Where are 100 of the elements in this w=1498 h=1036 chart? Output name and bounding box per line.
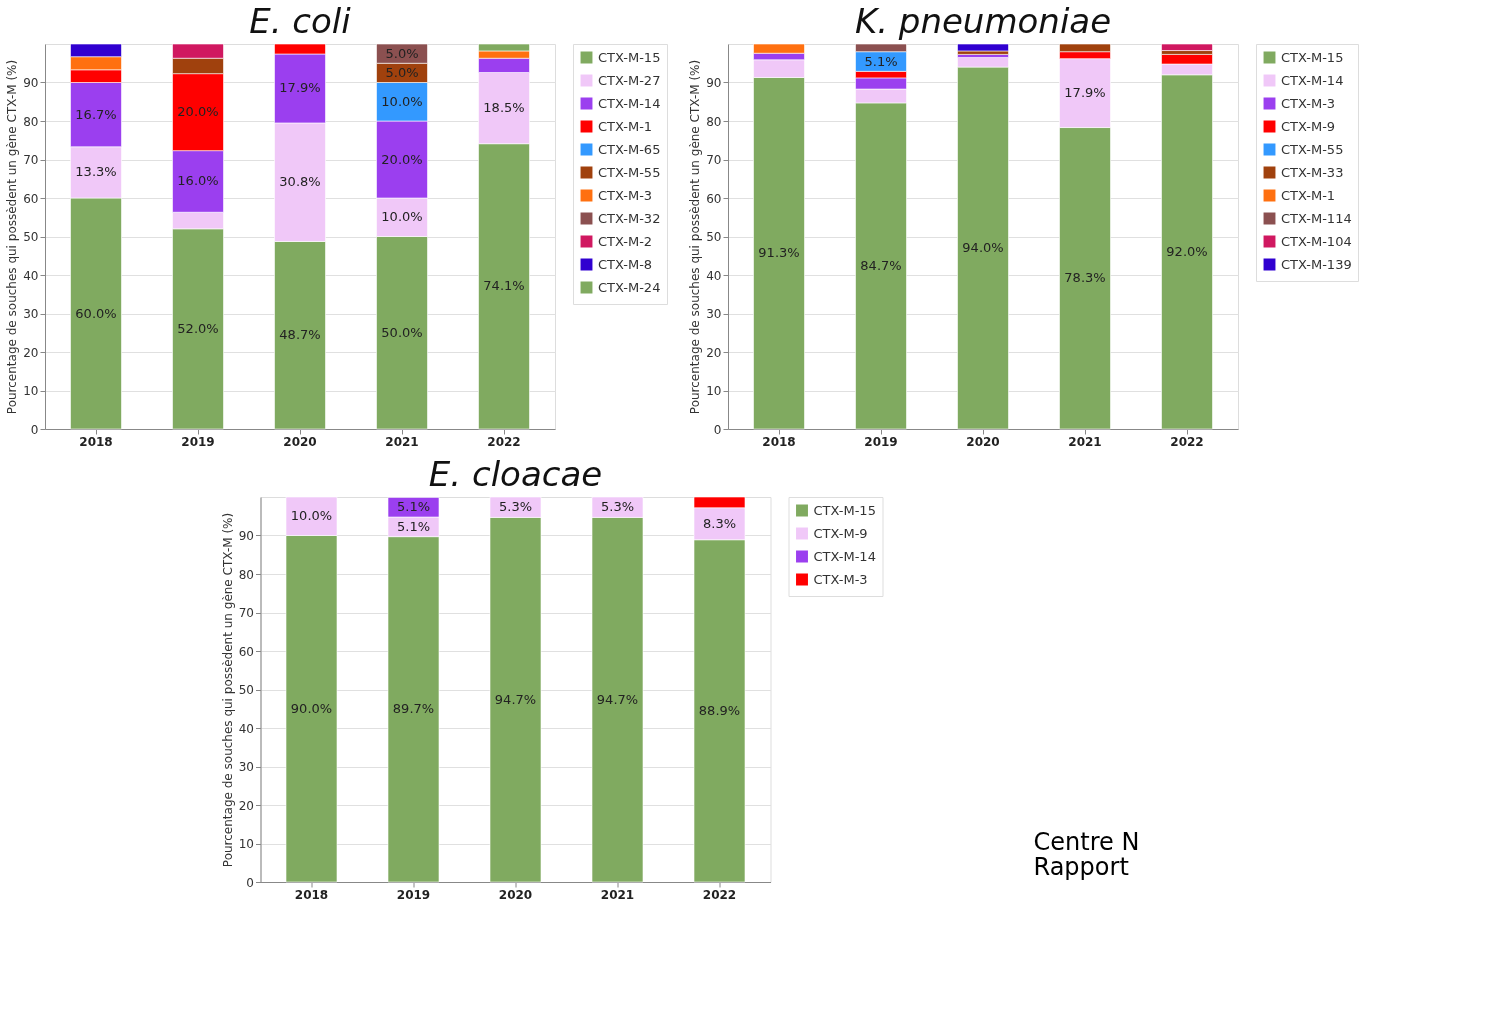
data-label: 90.0% [290, 700, 333, 716]
data-label: 8.3% [702, 515, 737, 531]
y-tick-label: 80 [706, 114, 722, 129]
data-label: 84.7% [860, 257, 902, 273]
y-tick-label: 30 [706, 307, 722, 321]
y-tick-label: 70 [238, 606, 254, 620]
data-label: 94.7% [596, 691, 639, 707]
y-tick-label: 0 [713, 422, 722, 437]
legend-label: CTX-M-2 [598, 233, 653, 249]
legend-label: CTX-M-32 [598, 210, 661, 226]
data-label: 48.7% [279, 327, 321, 343]
data-label: 5.3% [498, 499, 533, 515]
y-tick-label: 40 [23, 268, 39, 283]
data-label: 17.9% [1064, 85, 1106, 101]
bar [1161, 43, 1213, 51]
y-tick-label: 50 [706, 230, 722, 244]
y-tick-label: 40 [706, 268, 722, 283]
x-tick-label: 2019 [396, 887, 431, 902]
legend-label: CTX-M-27 [598, 72, 661, 88]
x-tick-label: 2021 [1068, 434, 1102, 449]
y-tick-label: 20 [238, 798, 254, 813]
data-label: 20.0% [177, 104, 219, 120]
y-tick-label: 10 [706, 384, 722, 398]
legend-label: CTX-M-65 [598, 141, 661, 157]
y-tick-label: 70 [706, 153, 722, 167]
legend-label: CTX-M-9 [813, 525, 868, 541]
x-tick-label: 2022 [487, 434, 521, 449]
data-label: 18.5% [483, 100, 525, 116]
legend-label: CTX-M-114 [1281, 210, 1352, 226]
data-label: 78.3% [1064, 270, 1106, 286]
y-tick-label: 90 [706, 76, 722, 90]
legend-label: CTX-M-55 [1281, 141, 1344, 157]
legend-label: CTX-M-14 [598, 95, 661, 111]
chart-title: E. cloacae [428, 453, 603, 494]
x-tick-label: 2019 [181, 434, 215, 449]
x-tick-label: 2020 [283, 434, 317, 449]
legend-label: CTX-M-3 [1281, 95, 1336, 111]
legend-label: CTX-M-14 [1281, 72, 1344, 88]
legend-label: CTX-M-3 [598, 187, 653, 203]
legend-label: CTX-M-1 [598, 118, 653, 134]
x-tick-label: 2022 [702, 887, 737, 902]
data-label: 74.1% [483, 278, 525, 294]
y-tick-label: 90 [23, 76, 39, 90]
data-label: 94.0% [962, 240, 1004, 256]
data-label: 5.1% [864, 53, 898, 69]
data-label: 91.3% [758, 245, 800, 261]
legend-label: CTX-M-15 [813, 502, 876, 518]
y-tick-label: 10 [23, 384, 39, 398]
y-tick-label: 70 [23, 153, 39, 167]
data-label: 60.0% [75, 305, 117, 321]
x-tick-label: 2020 [498, 887, 533, 902]
y-tick-label: 80 [23, 114, 39, 129]
legend-label: CTX-M-1 [1281, 187, 1336, 203]
legend-label: CTX-M-55 [598, 164, 661, 180]
x-tick-label: 2018 [762, 434, 796, 449]
legend-label: CTX-M-24 [598, 279, 661, 295]
data-label: 5.1% [396, 499, 431, 515]
x-tick-label: 2021 [600, 887, 635, 902]
bar [957, 43, 1009, 52]
legend-label: CTX-M-15 [1281, 49, 1344, 65]
data-label: 89.7% [392, 701, 435, 717]
y-tick-label: 40 [238, 721, 254, 736]
x-tick-label: 2018 [79, 434, 113, 449]
chart-title: K. pneumoniae [854, 0, 1112, 41]
y-tick-label: 60 [238, 644, 254, 659]
legend-label: CTX-M-9 [1281, 118, 1336, 134]
y-tick-label: 60 [706, 191, 722, 206]
x-tick-label: 2022 [1170, 434, 1204, 449]
y-axis-title: Pourcentage de souches qui possèdent un gène CTX-M (%) [5, 59, 20, 415]
legend-label: CTX-M-15 [598, 49, 661, 65]
data-label: 5.1% [396, 518, 431, 534]
data-label: 10.0% [381, 93, 423, 109]
y-axis-title: Pourcentage de souches qui possèdent un gène CTX-M (%) [688, 59, 703, 415]
legend-label: CTX-M-33 [1281, 164, 1344, 180]
legend-label: CTX-M-3 [813, 571, 868, 587]
y-tick-label: 50 [238, 683, 254, 697]
y-tick-label: 0 [30, 422, 39, 437]
y-tick-label: 30 [23, 307, 39, 321]
data-label: 16.0% [177, 173, 219, 189]
data-label: 92.0% [1166, 243, 1208, 259]
y-tick-label: 50 [23, 230, 39, 244]
x-tick-label: 2018 [294, 887, 329, 902]
data-label: 5.0% [385, 45, 419, 61]
data-label: 20.0% [381, 151, 423, 167]
data-label: 5.0% [385, 64, 419, 80]
y-tick-label: 80 [238, 567, 254, 582]
y-tick-label: 20 [706, 345, 722, 360]
data-label: 13.3% [75, 164, 117, 180]
data-label: 10.0% [290, 508, 333, 524]
x-tick-label: 2021 [385, 434, 419, 449]
y-tick-label: 60 [23, 191, 39, 206]
legend-label: CTX-M-14 [813, 548, 876, 564]
legend-label: CTX-M-8 [598, 256, 653, 272]
y-tick-label: 0 [246, 875, 254, 890]
data-label: 50.0% [381, 324, 423, 340]
data-label: 5.3% [600, 499, 635, 515]
data-label: 88.9% [698, 702, 741, 718]
y-tick-label: 20 [23, 345, 39, 360]
y-tick-label: 90 [238, 529, 254, 543]
data-label: 17.9% [279, 80, 321, 96]
